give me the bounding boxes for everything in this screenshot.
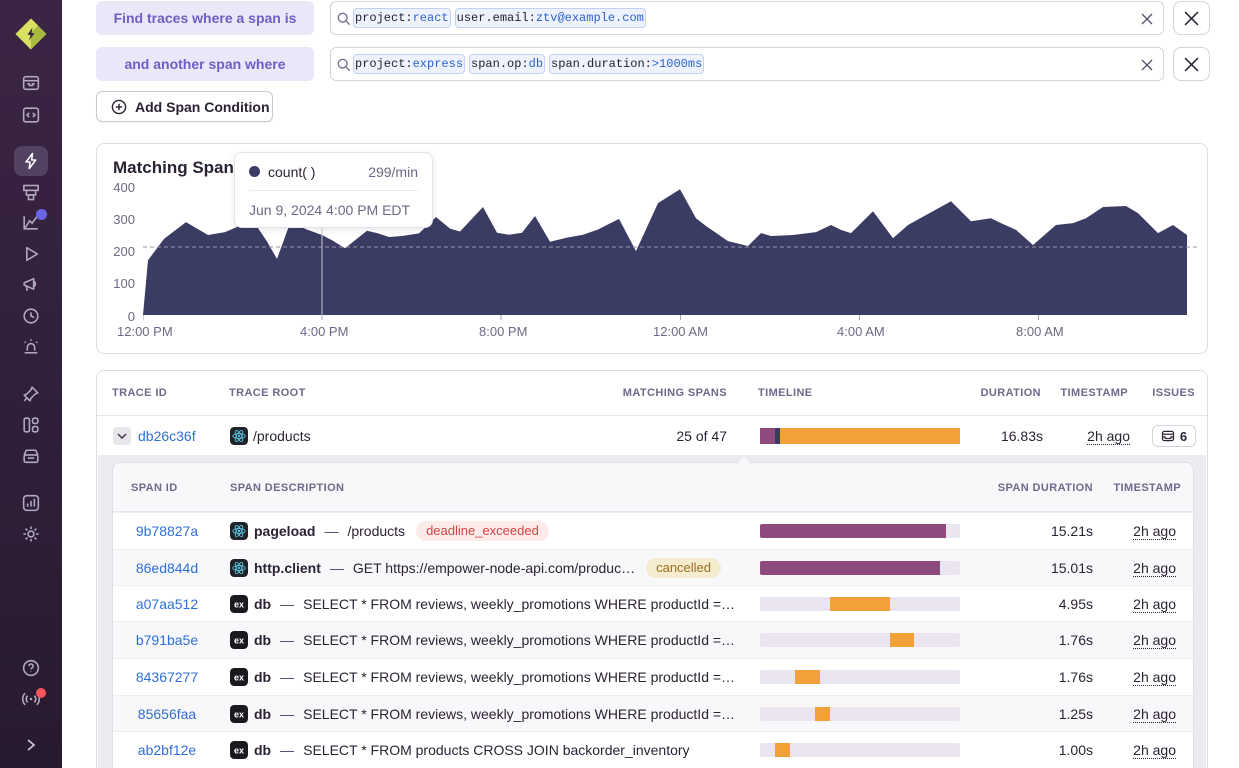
svg-text:ex: ex (234, 673, 244, 683)
svg-text:ex: ex (234, 709, 244, 719)
svg-text:ex: ex (234, 599, 244, 609)
svg-text:ex: ex (234, 746, 244, 756)
svg-text:ex: ex (234, 636, 244, 646)
